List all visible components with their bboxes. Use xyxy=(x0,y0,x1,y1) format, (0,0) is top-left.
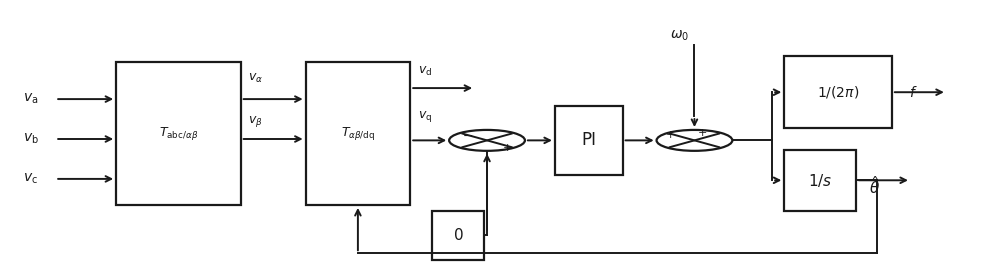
Text: $+$: $+$ xyxy=(665,130,675,140)
Text: $\omega_0$: $\omega_0$ xyxy=(670,29,689,43)
Bar xyxy=(784,56,892,128)
Text: $\hat{\theta}$: $\hat{\theta}$ xyxy=(869,175,880,197)
Circle shape xyxy=(657,130,732,151)
Bar xyxy=(116,62,241,205)
Text: $f$: $f$ xyxy=(909,85,918,100)
Circle shape xyxy=(449,130,525,151)
Text: $v_{\mathrm{a}}$: $v_{\mathrm{a}}$ xyxy=(23,92,39,106)
Text: PI: PI xyxy=(581,131,596,149)
Text: $v_{\mathrm{q}}$: $v_{\mathrm{q}}$ xyxy=(418,109,432,124)
Text: $v_{\mathrm{c}}$: $v_{\mathrm{c}}$ xyxy=(23,172,38,186)
Text: $+$: $+$ xyxy=(697,127,707,138)
Bar xyxy=(306,62,410,205)
Text: $1/s$: $1/s$ xyxy=(808,172,832,189)
Bar xyxy=(555,106,623,175)
Bar xyxy=(784,150,856,210)
Text: $v_{\mathrm{d}}$: $v_{\mathrm{d}}$ xyxy=(418,65,432,78)
Text: $v_{\beta}$: $v_{\beta}$ xyxy=(248,114,262,129)
Bar xyxy=(432,210,484,260)
Text: $T_{\mathrm{abc}/\alpha\beta}$: $T_{\mathrm{abc}/\alpha\beta}$ xyxy=(159,125,198,142)
Text: $0$: $0$ xyxy=(453,227,463,243)
Text: $1/(2\pi)$: $1/(2\pi)$ xyxy=(817,84,859,100)
Text: $-$: $-$ xyxy=(462,128,473,142)
Text: $v_{\mathrm{b}}$: $v_{\mathrm{b}}$ xyxy=(23,132,39,146)
Text: $+$: $+$ xyxy=(502,142,512,153)
Text: $v_{\alpha}$: $v_{\alpha}$ xyxy=(248,72,263,85)
Text: $T_{\alpha\beta/\mathrm{dq}}$: $T_{\alpha\beta/\mathrm{dq}}$ xyxy=(341,125,375,142)
